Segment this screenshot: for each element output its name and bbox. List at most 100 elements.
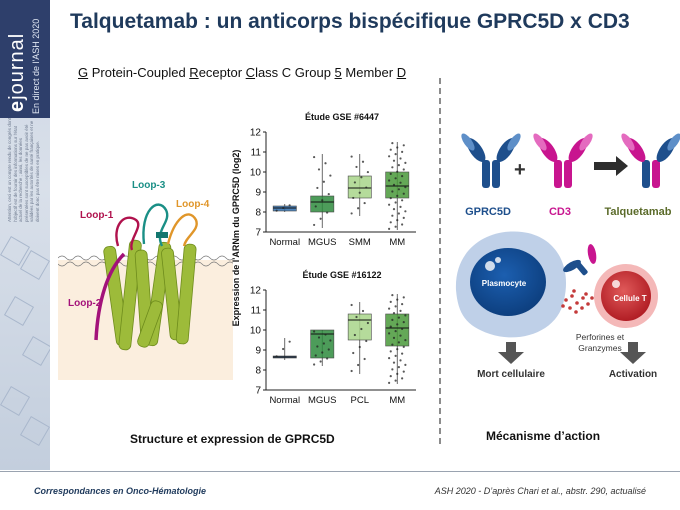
data-point <box>355 315 358 319</box>
data-point <box>402 168 405 171</box>
data-point <box>401 150 404 153</box>
data-point <box>396 170 399 173</box>
data-point <box>394 225 397 228</box>
data-point <box>282 347 285 351</box>
loop-1-ribbon <box>115 216 140 251</box>
y-tick-label: 11 <box>251 306 262 317</box>
data-point <box>392 208 396 211</box>
data-point <box>317 168 321 171</box>
disclaimer-text: Attention, ceci est un compte rendu de c… <box>7 117 40 222</box>
data-point <box>288 340 291 343</box>
data-point <box>389 148 392 151</box>
data-point <box>399 334 402 337</box>
data-point <box>319 360 322 363</box>
journal-edition-text: En direct de l'ASH 2020 <box>31 18 41 114</box>
perforin-granules <box>561 289 594 314</box>
data-point <box>401 352 404 355</box>
data-point <box>388 307 391 310</box>
loop-3-label: Loop-3 <box>132 180 166 191</box>
data-point <box>397 188 400 191</box>
plus-sign: + <box>514 159 526 181</box>
box <box>310 195 335 213</box>
ribbon-marker <box>156 232 168 238</box>
bridging-antibody-icon <box>563 244 597 276</box>
logo-letter-e: e <box>6 99 28 112</box>
data-point <box>396 298 399 301</box>
loop-4-label: Loop-4 <box>176 199 210 210</box>
data-point <box>327 192 330 196</box>
data-point <box>321 351 324 354</box>
data-point <box>399 181 402 184</box>
x-tick-label: SMM <box>349 237 371 246</box>
data-point <box>392 183 396 186</box>
data-point <box>319 217 322 220</box>
loop-2-label: Loop-2 <box>68 298 102 309</box>
x-tick-label: MGUS <box>308 237 337 246</box>
journal-brand-text: journal <box>6 32 28 100</box>
cd3-label: CD3 <box>549 206 571 218</box>
data-point <box>353 181 356 184</box>
data-point <box>399 205 402 208</box>
data-point <box>397 164 400 167</box>
data-point <box>394 354 397 357</box>
data-point <box>357 207 360 210</box>
data-point <box>392 336 396 339</box>
cellule-t-label: Cellule T <box>613 294 646 303</box>
chart-title: Étude GSE #16122 <box>302 270 381 280</box>
sidebar-banner: ejournal En direct de l'ASH 2020 Attenti… <box>0 0 50 470</box>
y-tick-label: 10 <box>250 168 262 179</box>
data-point <box>275 355 278 358</box>
data-point <box>391 343 394 346</box>
slide-title: Talquetamab : un anticorps bispécifique … <box>70 10 630 33</box>
t-cell <box>594 264 658 328</box>
data-point <box>355 165 358 169</box>
talquetamab-antibody-icon <box>621 133 680 188</box>
data-point <box>316 186 319 190</box>
data-point <box>394 153 397 156</box>
x-tick-label: PCL <box>351 395 369 406</box>
data-point <box>404 210 407 213</box>
data-point <box>360 327 363 331</box>
data-point <box>317 336 321 339</box>
data-point <box>399 309 402 312</box>
y-tick-label: 7 <box>255 228 261 239</box>
plasmocyte-label: Plasmocyte <box>482 279 527 288</box>
box-mgus <box>310 154 335 228</box>
data-point <box>402 216 405 219</box>
data-point <box>401 223 404 226</box>
data-point <box>389 375 392 378</box>
data-point <box>314 205 317 208</box>
perforines-label: Perforines et <box>576 332 625 342</box>
data-point <box>388 332 391 335</box>
activation-label: Activation <box>609 369 657 380</box>
x-tick-label: MM <box>389 237 405 246</box>
y-tick-label: 11 <box>251 148 262 159</box>
data-point <box>404 363 407 366</box>
data-point <box>282 206 285 210</box>
data-point <box>399 157 402 160</box>
box-chart-gse6447: Étude GSE #6447 7 8 9 10 11 12 Normal MGUS SMM MM <box>250 112 416 246</box>
transmembrane-helices <box>103 239 197 351</box>
cd3-antibody-icon <box>533 133 593 188</box>
box-mgus <box>310 329 335 366</box>
acronym-letter: G <box>78 65 89 80</box>
loop-4-ribbon <box>166 213 198 247</box>
data-point <box>313 223 316 227</box>
data-point <box>360 176 363 179</box>
data-point <box>358 345 361 349</box>
data-point <box>388 381 391 384</box>
data-point <box>396 219 399 222</box>
data-point <box>402 144 405 147</box>
data-point <box>358 191 361 194</box>
data-point <box>397 341 400 344</box>
data-point <box>396 372 399 375</box>
box <box>385 171 410 199</box>
data-point <box>391 368 394 371</box>
acronym-text: eceptor <box>198 65 246 80</box>
gprc5d-label: GPRC5D <box>465 206 511 218</box>
data-point <box>324 162 327 165</box>
down-arrow-icon <box>620 342 646 364</box>
x-tick-label: Normal <box>269 395 300 406</box>
data-point <box>404 314 407 317</box>
data-point <box>326 357 329 360</box>
